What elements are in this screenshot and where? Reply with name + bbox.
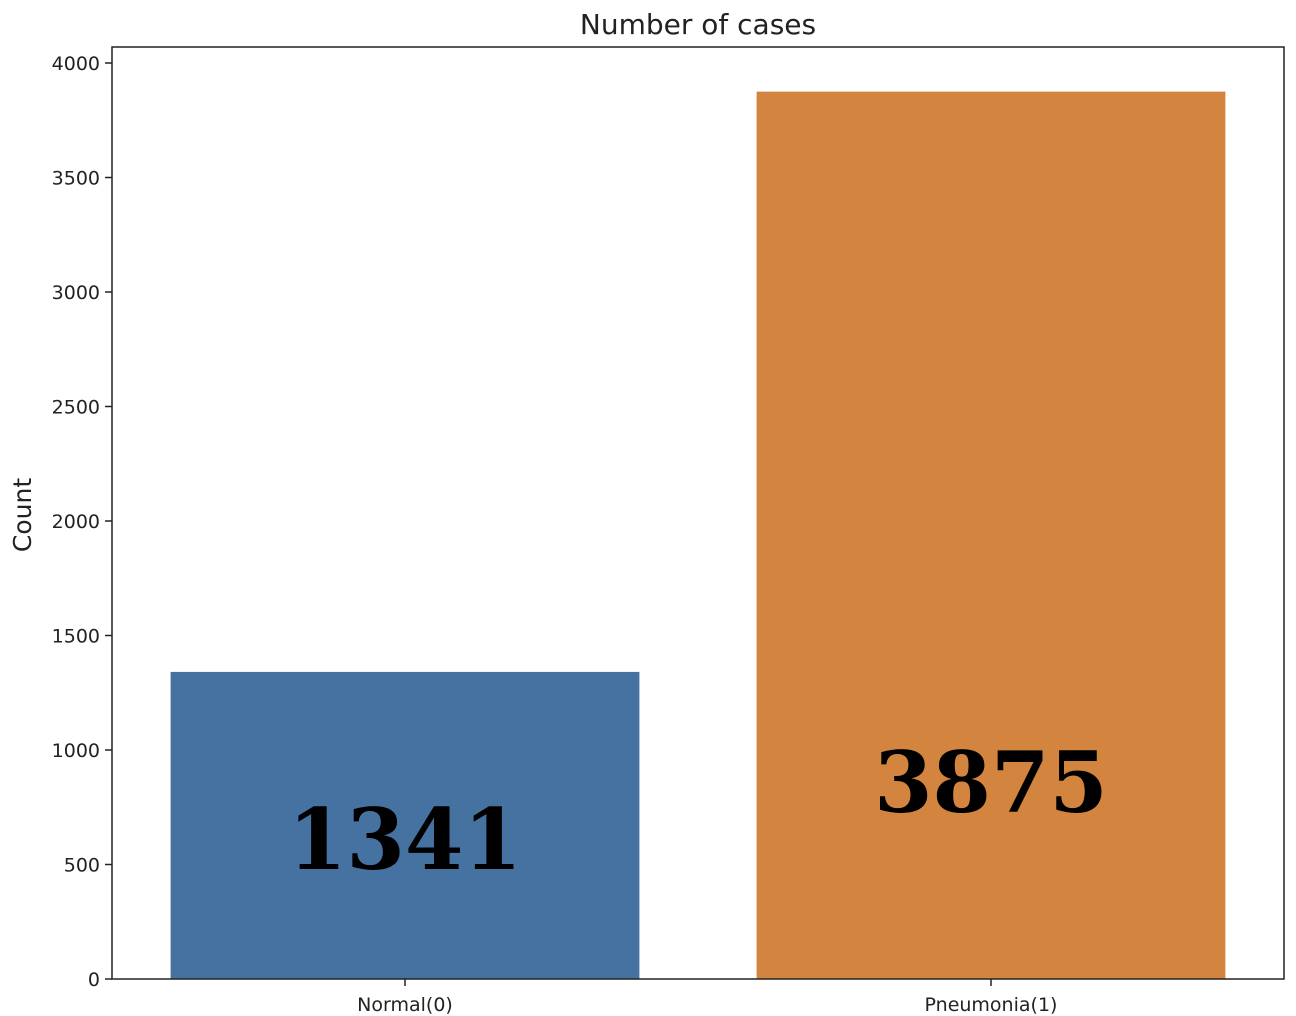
y-tick-label: 3000 [52, 282, 100, 304]
plot-frame [111, 46, 1285, 980]
x-axis-ticks: Normal(0) Pneumonia(1) [357, 979, 1057, 1016]
y-tick-label: 0 [88, 969, 100, 991]
y-tick-label: 1500 [52, 626, 100, 648]
y-axis-ticks: 0 500 1000 1500 2000 2500 3000 3500 4000 [52, 53, 112, 991]
chart-title: Number of cases [580, 8, 816, 41]
x-tick-label: Normal(0) [357, 994, 453, 1016]
y-tick-label: 4000 [52, 53, 100, 75]
bars [170, 91, 1226, 979]
y-tick-label: 500 [64, 855, 100, 877]
y-tick-label: 3500 [52, 168, 100, 190]
data-label: 1341 [288, 790, 522, 889]
y-tick-label: 2000 [52, 511, 100, 533]
y-tick-label: 1000 [52, 740, 100, 762]
bar-1 [756, 91, 1226, 979]
data-label: 3875 [874, 733, 1108, 832]
data-labels: 1341 3875 [288, 733, 1108, 889]
x-tick-label: Pneumonia(1) [925, 994, 1058, 1016]
y-axis-label: Count [8, 478, 37, 552]
y-tick-label: 2500 [52, 397, 100, 419]
bar-0 [170, 671, 640, 979]
